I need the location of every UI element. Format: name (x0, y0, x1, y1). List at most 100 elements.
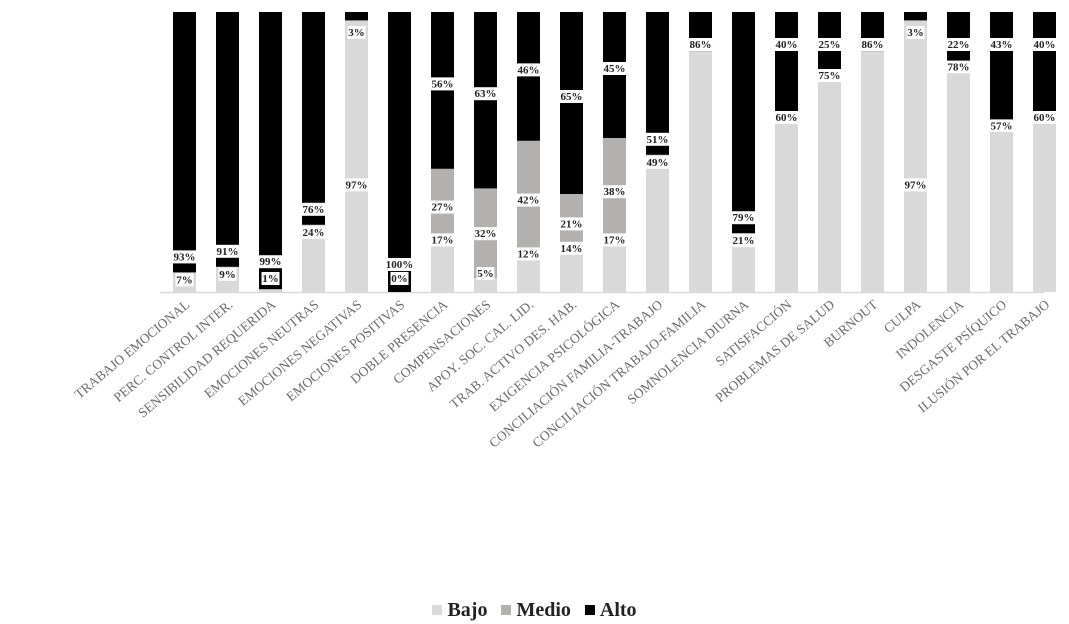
label-alto-culpa-bg (906, 26, 925, 39)
bar-alto-sensibilidad-requerida (259, 12, 282, 290)
bar-alto-emociones-negativas (345, 12, 368, 21)
label-alto-indolencia: 22% (948, 39, 970, 51)
label-alto-apoy-soc-cal-lid-bg (516, 63, 541, 77)
bar-bajo-satisfaccion (775, 124, 798, 292)
label-alto-conciliacion-familia-trabajo: 51% (647, 134, 669, 146)
label-bajo-emociones-negativas-bg (344, 178, 369, 192)
bar-bajo-sensibilidad-requerida (259, 289, 282, 292)
legend-item-medio: Medio (501, 598, 571, 622)
label-bajo-trabajo-emocional: 7% (176, 274, 193, 286)
label-medio-trab-activo-des-hab: 21% (561, 218, 583, 230)
legend-item-alto: Alto (584, 598, 637, 622)
label-alto-problemas-de-salud: 25% (819, 39, 841, 51)
label-bajo-conciliacion-familia-trabajo: 49% (647, 157, 669, 169)
bar-alto-culpa (904, 12, 927, 21)
label-bajo-desgaste-psiquico-bg (989, 119, 1014, 133)
label-alto-trab-activo-des-hab: 65% (561, 91, 583, 103)
bar-bajo-emociones-negativas (345, 20, 368, 293)
label-alto-trab-activo-des-hab-bg (559, 90, 584, 103)
label-bajo-emociones-neutras-bg (301, 225, 326, 239)
bar-alto-trabajo-emocional (173, 12, 196, 273)
label-alto-compensaciones: 63% (475, 88, 497, 100)
label-alto-exigencia-psicologica-bg (602, 62, 627, 75)
label-medio-exigencia-psicologica: 38% (604, 186, 626, 198)
label-bajo-ilusion-por-el-trabajo: 60% (1034, 112, 1056, 124)
label-alto-perc-control-inter: 91% (217, 246, 239, 258)
label-bajo-burnout-bg (860, 38, 885, 52)
label-bajo-exigencia-psicologica-bg (602, 233, 627, 247)
label-bajo-doble-presencia: 17% (432, 234, 454, 246)
label-medio-trab-activo-des-hab-bg (559, 217, 584, 231)
label-alto-trabajo-emocional-bg (172, 250, 197, 264)
bar-bajo-compensaciones (474, 278, 497, 292)
label-bajo-satisfaccion: 60% (776, 112, 798, 124)
label-bajo-sensibilidad-requerida-bg (261, 272, 280, 285)
label-alto-somnolencia-diurna-bg (731, 211, 756, 225)
label-bajo-apoy-soc-cal-lid: 12% (518, 248, 540, 260)
label-alto-culpa: 3% (907, 27, 924, 39)
label-bajo-sensibilidad-requerida: 1% (262, 273, 279, 285)
label-medio-apoy-soc-cal-lid: 42% (518, 195, 540, 207)
label-alto-satisfaccion: 40% (776, 39, 798, 51)
label-alto-ilusion-por-el-trabajo-bg (1032, 38, 1057, 51)
bar-bajo-trab-activo-des-hab (560, 252, 583, 292)
label-bajo-trabajo-emocional-bg (175, 273, 194, 287)
label-alto-doble-presencia: 56% (432, 78, 454, 90)
bar-bajo-desgaste-psiquico (990, 132, 1013, 292)
label-alto-exigencia-psicologica: 45% (604, 63, 626, 75)
legend-label-bajo: Bajo (447, 598, 488, 621)
label-alto-desgaste-psiquico: 43% (991, 39, 1013, 51)
legend-swatch-bajo (432, 605, 443, 615)
label-medio-doble-presencia: 27% (432, 202, 454, 214)
label-bajo-emociones-positivas-bg (390, 272, 409, 285)
bar-alto-somnolencia-diurna (732, 12, 755, 234)
bar-bajo-doble-presencia (431, 244, 454, 292)
label-bajo-satisfaccion-bg (774, 111, 799, 124)
label-bajo-indolencia-bg (946, 60, 971, 74)
bar-bajo-somnolencia-diurna (732, 233, 755, 292)
label-alto-problemas-de-salud-bg (817, 38, 842, 51)
bar-alto-ilusion-por-el-trabajo (1033, 12, 1056, 124)
label-bajo-trab-activo-des-hab: 14% (561, 243, 583, 255)
bar-bajo-exigencia-psicologica (603, 244, 626, 292)
label-bajo-apoy-soc-cal-lid-bg (516, 247, 541, 261)
bar-alto-perc-control-inter (216, 12, 239, 267)
label-bajo-conciliacion-familia-trabajo-bg (645, 155, 670, 169)
bar-alto-emociones-positivas (388, 12, 411, 292)
chart-legend: Bajo Medio Alto (0, 596, 1069, 624)
label-alto-emociones-neutras: 76% (303, 204, 325, 216)
bar-bajo-problemas-de-salud (818, 82, 841, 292)
label-bajo-conciliacion-trabajo-familia: 86% (690, 39, 712, 51)
label-bajo-compensaciones: 5% (477, 268, 494, 280)
bar-bajo-culpa (904, 20, 927, 293)
label-bajo-conciliacion-trabajo-familia-bg (688, 38, 713, 52)
label-bajo-culpa-bg (903, 178, 928, 192)
label-alto-somnolencia-diurna: 79% (733, 212, 755, 224)
label-bajo-ilusion-por-el-trabajo-bg (1032, 111, 1057, 124)
bar-alto-desgaste-psiquico (990, 12, 1013, 133)
label-alto-trabajo-emocional: 93% (174, 251, 196, 263)
label-alto-emociones-positivas: 100% (386, 259, 414, 271)
legend-label-medio: Medio (516, 598, 571, 621)
label-bajo-emociones-neutras: 24% (303, 227, 325, 239)
legend-label-alto: Alto (599, 598, 637, 621)
label-alto-ilusion-por-el-trabajo: 40% (1034, 39, 1056, 51)
label-medio-compensaciones: 32% (475, 228, 497, 240)
label-alto-sensibilidad-requerida: 99% (260, 256, 282, 268)
legend-swatch-alto (584, 605, 595, 615)
label-alto-apoy-soc-cal-lid: 46% (518, 64, 540, 76)
label-bajo-burnout: 86% (862, 39, 884, 51)
bar-alto-conciliacion-familia-trabajo (646, 12, 669, 155)
bar-bajo-emociones-neutras (302, 224, 325, 292)
label-bajo-desgaste-psiquico: 57% (991, 120, 1013, 132)
label-bajo-problemas-de-salud-bg (817, 69, 842, 82)
legend-item-bajo: Bajo (432, 599, 487, 622)
label-alto-emociones-negativas-bg (347, 26, 366, 39)
label-alto-satisfaccion-bg (774, 38, 799, 51)
bar-bajo-conciliacion-trabajo-familia (689, 51, 712, 293)
bar-alto-emociones-neutras (302, 12, 325, 225)
label-bajo-perc-control-inter: 9% (219, 269, 236, 281)
label-bajo-perc-control-inter-bg (218, 267, 237, 281)
bar-bajo-conciliacion-familia-trabajo (646, 154, 669, 292)
